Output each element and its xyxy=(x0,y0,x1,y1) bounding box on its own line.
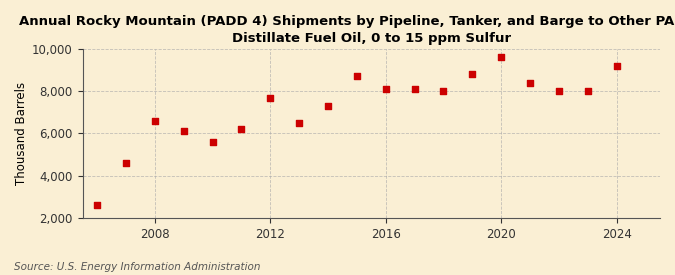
Point xyxy=(323,104,333,108)
Point xyxy=(294,121,304,125)
Point xyxy=(409,87,420,91)
Point xyxy=(121,161,132,165)
Y-axis label: Thousand Barrels: Thousand Barrels xyxy=(15,82,28,185)
Point xyxy=(583,89,593,94)
Point xyxy=(92,203,103,208)
Point xyxy=(207,140,218,144)
Point xyxy=(554,89,564,94)
Point xyxy=(467,72,478,76)
Point xyxy=(612,64,622,68)
Point xyxy=(265,95,275,100)
Point xyxy=(352,74,362,79)
Point xyxy=(438,89,449,94)
Point xyxy=(178,129,189,134)
Point xyxy=(149,119,160,123)
Point xyxy=(380,87,391,91)
Point xyxy=(496,55,507,60)
Title: Annual Rocky Mountain (PADD 4) Shipments by Pipeline, Tanker, and Barge to Other: Annual Rocky Mountain (PADD 4) Shipments… xyxy=(19,15,675,45)
Point xyxy=(524,81,535,85)
Point xyxy=(236,127,247,131)
Text: Source: U.S. Energy Information Administration: Source: U.S. Energy Information Administ… xyxy=(14,262,260,272)
